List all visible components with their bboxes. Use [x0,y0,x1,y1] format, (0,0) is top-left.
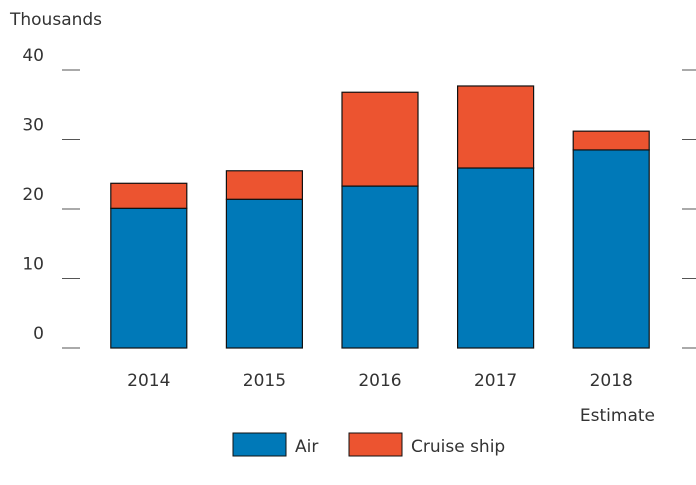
y-axis-label: Thousands [9,10,102,30]
legend-swatch [232,432,287,457]
x-tick-label: 2015 [243,371,286,391]
legend-label: Cruise ship [411,437,505,457]
bar-segment [110,182,188,209]
x-tick-label: 2017 [474,371,517,391]
y-tick-label: 30 [22,116,44,136]
y-tick-label: 0 [33,324,44,344]
bar-segment [457,167,535,349]
x-tick-label: 2014 [127,371,170,391]
legend-swatch [348,432,403,457]
bar-segment [341,185,419,349]
legend-label: Air [295,437,318,457]
x-tick-label: 2018 [590,371,633,391]
y-tick-label: 10 [22,255,44,275]
bar-segment [341,91,419,187]
y-tick-label: 40 [22,46,44,66]
bar-segment [572,149,650,349]
y-tick-label: 20 [22,185,44,205]
bar-segment [110,207,188,349]
bar-segment [225,170,303,200]
bar-segment [225,198,303,349]
bar-segment [457,85,535,169]
x-tick-label: 2016 [358,371,401,391]
annotation: Estimate [580,406,655,426]
bar-segment [572,130,650,151]
